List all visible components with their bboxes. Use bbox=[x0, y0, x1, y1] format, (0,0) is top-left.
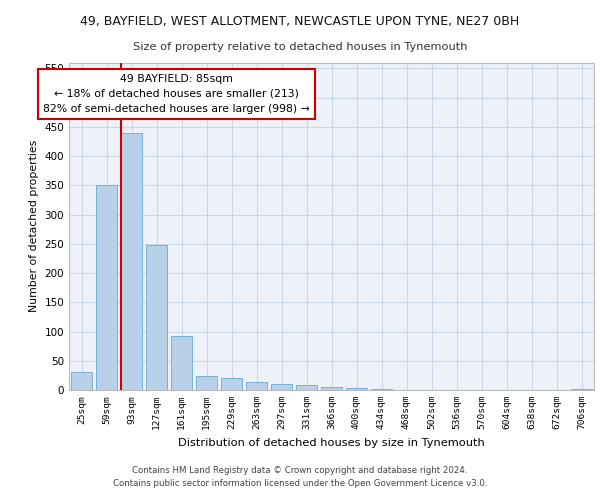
Bar bbox=[121, 132, 142, 390]
Text: Contains HM Land Registry data © Crown copyright and database right 2024.
Contai: Contains HM Land Registry data © Crown c… bbox=[113, 466, 487, 487]
Bar bbox=[96, 186, 117, 390]
Bar bbox=[371, 389, 392, 390]
Bar bbox=[296, 386, 317, 390]
Bar bbox=[321, 387, 342, 390]
Bar bbox=[346, 388, 367, 390]
Bar bbox=[271, 384, 292, 390]
Bar bbox=[146, 245, 167, 390]
Bar bbox=[571, 389, 592, 390]
Text: Size of property relative to detached houses in Tynemouth: Size of property relative to detached ho… bbox=[133, 42, 467, 52]
Text: 49, BAYFIELD, WEST ALLOTMENT, NEWCASTLE UPON TYNE, NE27 0BH: 49, BAYFIELD, WEST ALLOTMENT, NEWCASTLE … bbox=[80, 15, 520, 28]
Bar bbox=[221, 378, 242, 390]
Bar bbox=[171, 336, 192, 390]
Bar bbox=[196, 376, 217, 390]
X-axis label: Distribution of detached houses by size in Tynemouth: Distribution of detached houses by size … bbox=[178, 438, 485, 448]
Bar bbox=[246, 382, 267, 390]
Text: 49 BAYFIELD: 85sqm
← 18% of detached houses are smaller (213)
82% of semi-detach: 49 BAYFIELD: 85sqm ← 18% of detached hou… bbox=[43, 74, 310, 114]
Bar bbox=[71, 372, 92, 390]
Y-axis label: Number of detached properties: Number of detached properties bbox=[29, 140, 39, 312]
